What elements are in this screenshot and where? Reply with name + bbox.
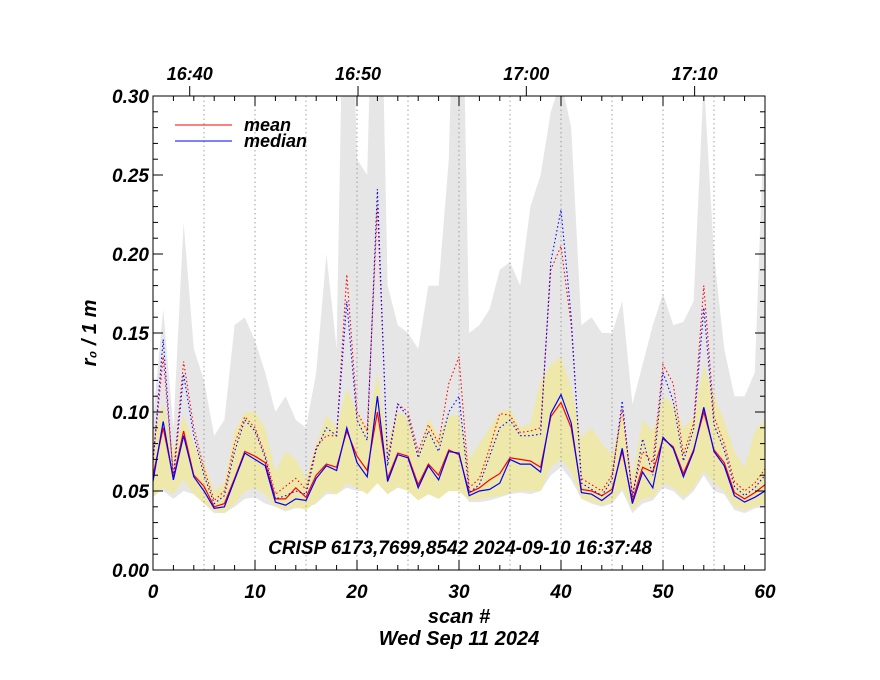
- y-tick-label: 0.20: [112, 245, 149, 266]
- y-tick-label: 0.15: [112, 324, 149, 345]
- x-tick-label: 40: [549, 582, 572, 603]
- y-tick-label: 0.00: [112, 561, 149, 582]
- y-tick-label: 0.10: [112, 403, 149, 424]
- x-tick-label: 0: [148, 582, 159, 603]
- y-tick-label: 0.05: [112, 482, 149, 503]
- axis-ticks: 0 10 20 30 40 50 60 0.00 0.05 0.10 0.15 0.20 0.25 0.3…: [112, 64, 776, 603]
- band-minmax: [153, 96, 765, 514]
- x-tick-label: 10: [244, 582, 266, 603]
- legend-median-label: median: [244, 131, 307, 151]
- y-tick-label: 0.30: [112, 87, 149, 108]
- x-tick-label: 60: [754, 582, 776, 603]
- series-lines: [153, 189, 765, 510]
- y-tick-label: 0.25: [112, 166, 149, 187]
- dotted-mean-line: [153, 206, 765, 502]
- top-time-label: 17:00: [503, 64, 549, 84]
- legend-mean-label: mean: [244, 115, 291, 135]
- chart-annotation: CRISP 6173,7699,8542 2024-09-10 16:37:48: [268, 538, 652, 559]
- date-label: Wed Sep 11 2024: [379, 628, 539, 650]
- top-time-label: 17:10: [672, 64, 718, 84]
- top-time-label: 16:50: [335, 64, 381, 84]
- x-tick-label: 50: [652, 582, 674, 603]
- y-axis-label: r₀ / 1 m: [79, 300, 101, 367]
- solid-median-line: [153, 393, 765, 510]
- legend: mean median: [175, 115, 307, 151]
- x-axis-label: scan #: [428, 606, 491, 628]
- top-time-label: 16:40: [167, 64, 213, 84]
- x-tick-label: 20: [345, 582, 368, 603]
- x-tick-label: 30: [448, 582, 470, 603]
